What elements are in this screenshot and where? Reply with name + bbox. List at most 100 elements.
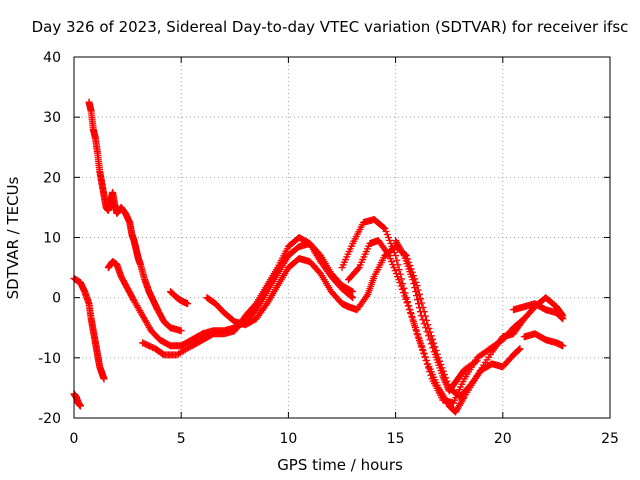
series-arc-start-neg [70, 390, 84, 410]
data-point [388, 258, 396, 266]
data-point [348, 293, 356, 301]
data-point [515, 346, 523, 354]
data-point [423, 360, 431, 368]
y-tick-label: 20 [43, 170, 61, 186]
data-point [473, 357, 481, 365]
data-point [129, 295, 137, 303]
y-tick-label: 40 [43, 50, 61, 66]
data-point [395, 266, 403, 274]
series-arc-high [85, 98, 185, 335]
data-point [441, 377, 449, 385]
data-point [392, 270, 400, 278]
data-point [390, 249, 398, 257]
data-point [392, 252, 400, 260]
data-point [439, 372, 447, 380]
data-point [420, 349, 428, 357]
data-point [515, 345, 523, 353]
data-point [416, 338, 424, 346]
y-tick-label: 30 [43, 110, 61, 126]
series-arc-mid-b [166, 288, 192, 308]
x-tick-label: 10 [279, 431, 297, 447]
data-point [388, 243, 396, 251]
data-point [262, 301, 270, 309]
data-point [389, 246, 397, 254]
x-tick-label: 25 [601, 431, 619, 447]
grid [74, 57, 610, 418]
data-point [177, 327, 185, 335]
data-point [423, 328, 431, 336]
data-point [349, 288, 357, 296]
data-point [395, 276, 403, 284]
data-point [420, 320, 428, 328]
x-tick-label: 15 [387, 431, 405, 447]
series-arc-late-c [392, 237, 481, 395]
data-point [394, 273, 402, 281]
data-points [70, 98, 567, 416]
data-point [404, 302, 412, 310]
data-point [413, 292, 421, 300]
y-tick-label: -20 [38, 411, 61, 427]
data-point [411, 323, 419, 331]
data-point [426, 368, 434, 376]
data-point [417, 342, 425, 350]
data-point [559, 342, 567, 350]
data-point [417, 312, 425, 320]
data-point [407, 309, 415, 317]
data-point [399, 250, 407, 258]
axis-ticks [73, 56, 611, 419]
series-arc-early-drop [70, 274, 108, 383]
y-tick-label: -10 [38, 351, 61, 367]
data-point [363, 292, 371, 300]
data-point [409, 316, 417, 324]
data-point [422, 324, 430, 332]
data-point [557, 313, 565, 321]
data-point [417, 295, 425, 303]
data-point [384, 250, 392, 258]
data-point [385, 252, 393, 260]
data-point [519, 316, 527, 324]
data-point [383, 230, 391, 238]
data-point [382, 227, 390, 235]
data-point [426, 336, 434, 344]
data-point [415, 334, 423, 342]
data-point [414, 300, 422, 308]
y-tick-label: 0 [52, 291, 61, 307]
data-point [459, 395, 467, 403]
data-point [184, 300, 192, 308]
data-point [386, 255, 394, 263]
data-point [393, 256, 401, 264]
data-point [413, 327, 421, 335]
data-point [76, 402, 84, 410]
data-point [384, 234, 392, 241]
series-arc-late-b [344, 237, 528, 407]
data-point [405, 305, 413, 313]
data-point [391, 267, 399, 275]
data-point [419, 345, 427, 353]
data-point [399, 289, 407, 297]
x-tick-label: 20 [494, 431, 512, 447]
data-point [427, 371, 435, 379]
y-tick-label: 10 [43, 231, 61, 247]
data-point [516, 345, 524, 353]
y-axis-label: SDTVAR / TECUs [4, 176, 22, 299]
chart-title: Day 326 of 2023, Sidereal Day-to-day VTE… [32, 18, 629, 36]
data-point [402, 295, 410, 303]
data-point [424, 332, 432, 340]
data-point [440, 375, 448, 383]
data-point [416, 308, 424, 316]
data-point [558, 314, 566, 322]
data-point [386, 237, 394, 245]
data-point [442, 379, 450, 387]
data-point [397, 282, 405, 290]
data-point [410, 280, 418, 288]
data-point [412, 288, 420, 296]
data-point [520, 315, 528, 323]
data-point [408, 312, 416, 320]
data-point [415, 304, 423, 312]
data-point [472, 358, 480, 366]
tick-labels: 0 5 10 15 20 25 -20 -10 0 10 20 30 40 [38, 50, 619, 447]
data-point [390, 264, 398, 272]
data-point [396, 279, 404, 287]
data-point [422, 357, 430, 365]
